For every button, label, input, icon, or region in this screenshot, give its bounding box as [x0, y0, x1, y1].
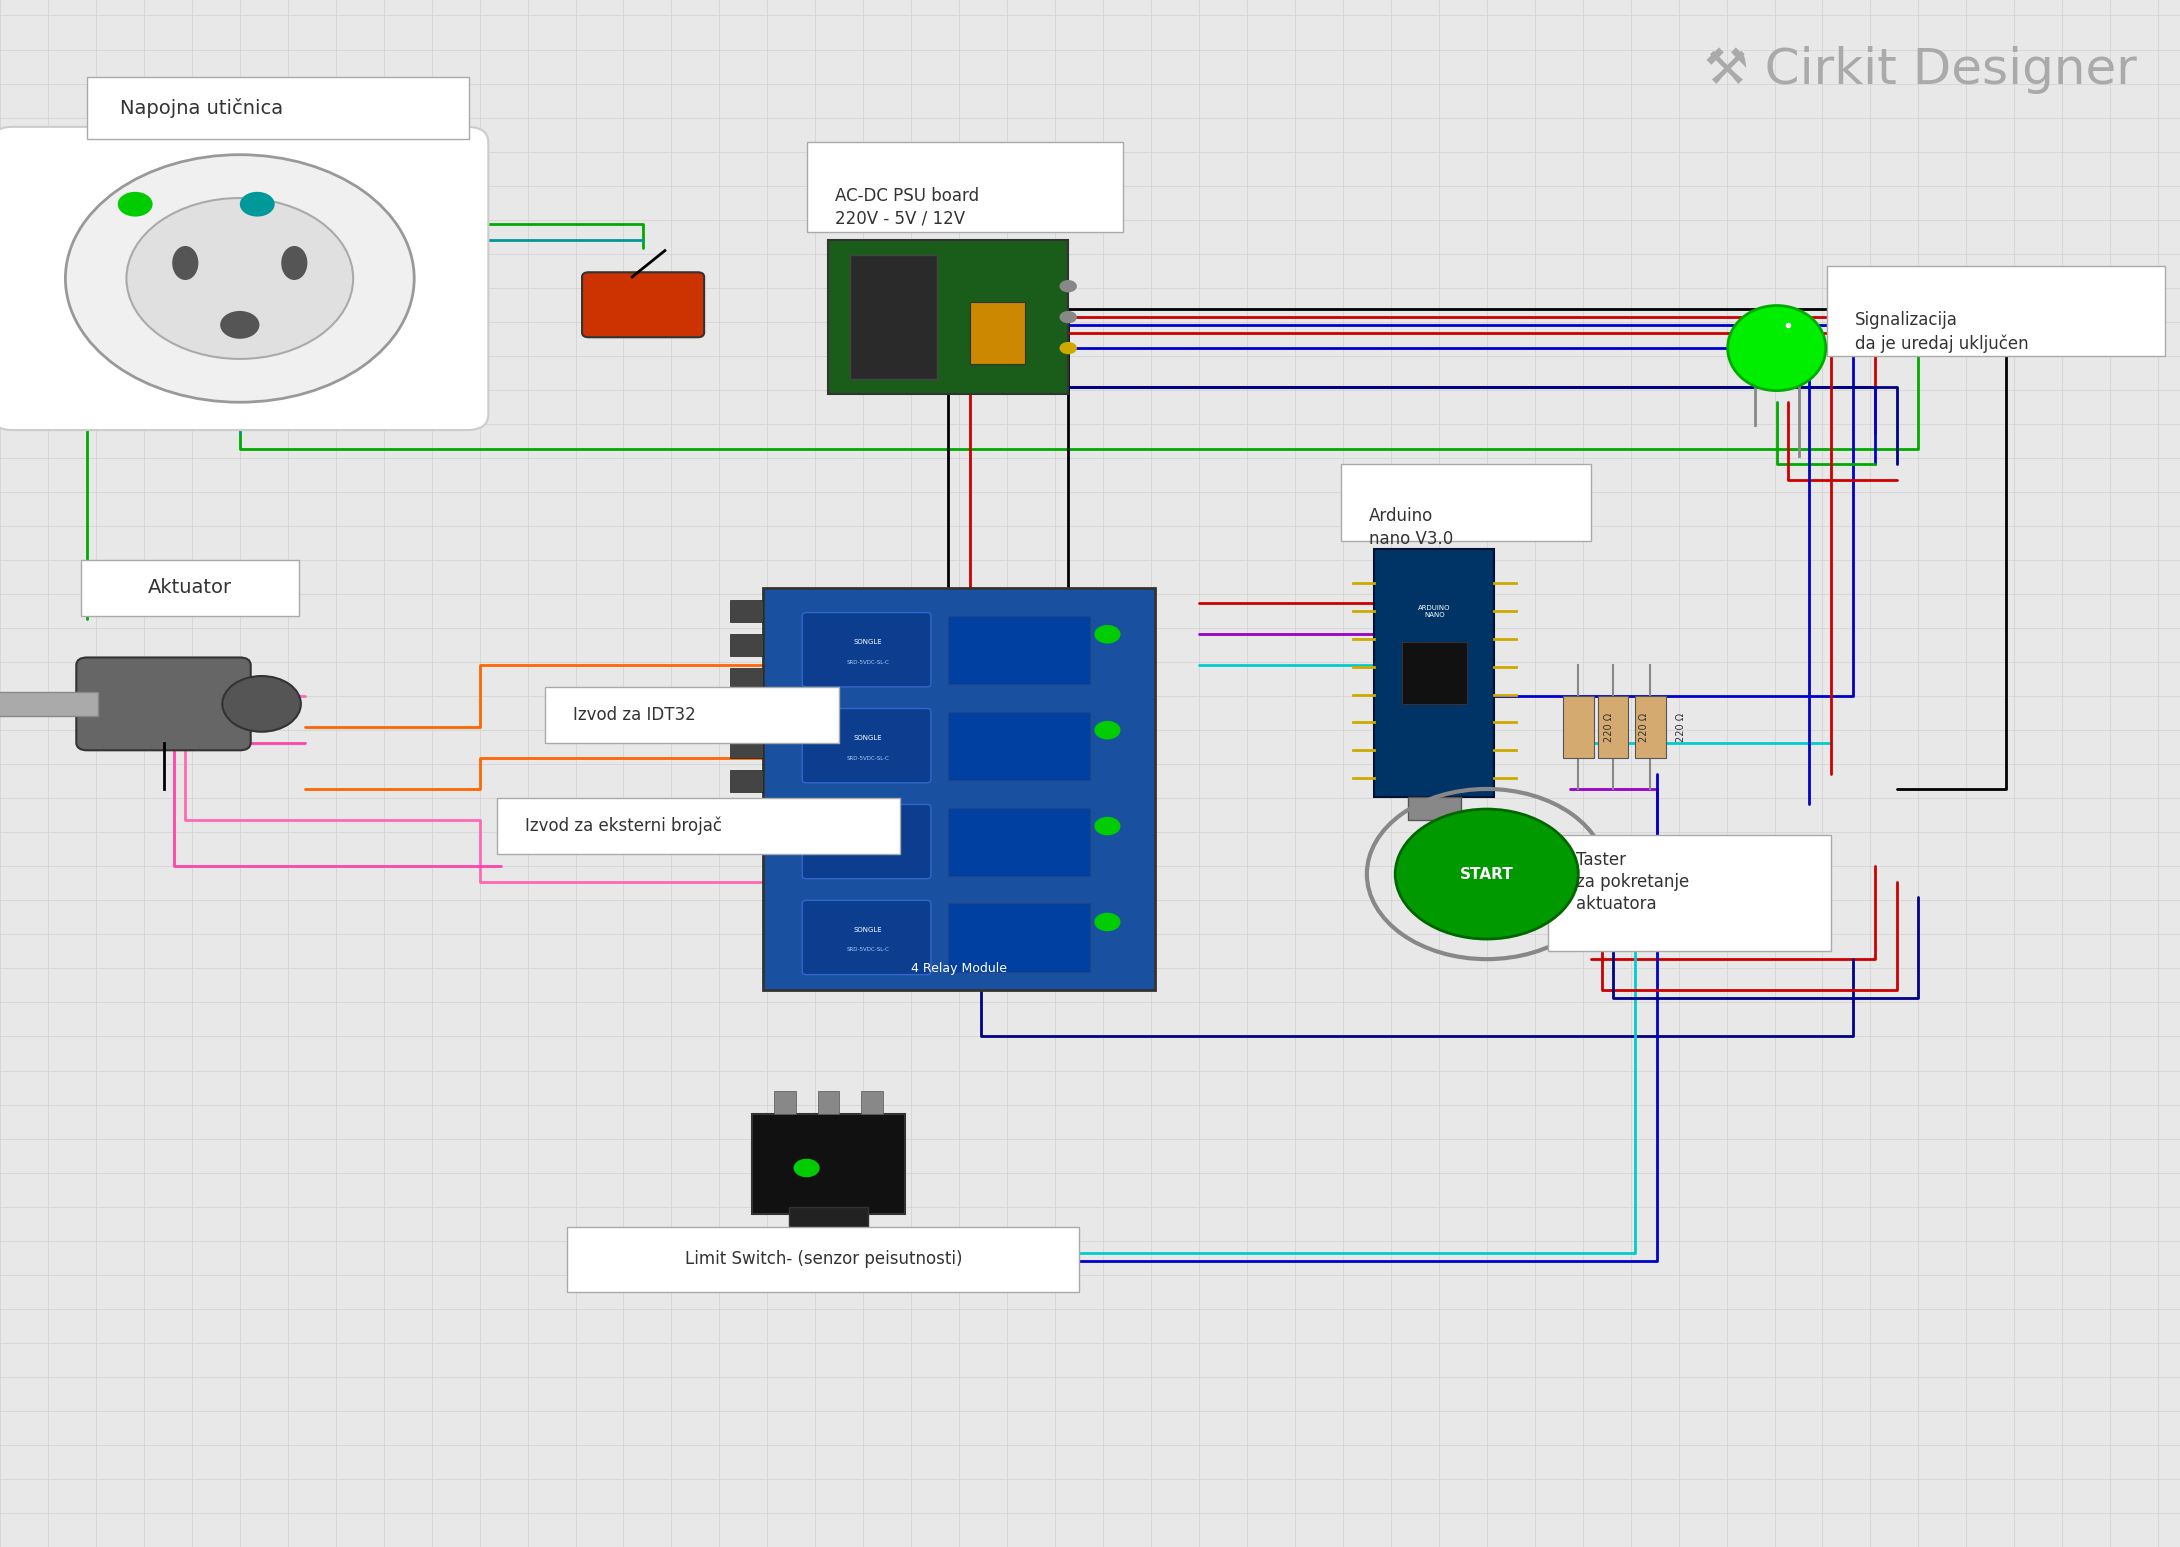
FancyBboxPatch shape — [1563, 696, 1594, 758]
FancyBboxPatch shape — [81, 560, 299, 616]
FancyBboxPatch shape — [802, 709, 931, 783]
FancyBboxPatch shape — [802, 804, 931, 879]
Circle shape — [220, 311, 259, 339]
FancyBboxPatch shape — [763, 588, 1155, 990]
Circle shape — [222, 676, 301, 732]
Circle shape — [65, 155, 414, 402]
Text: SRD-5VDC-SL-C: SRD-5VDC-SL-C — [846, 947, 889, 953]
FancyBboxPatch shape — [730, 736, 763, 758]
Text: SONGLE: SONGLE — [852, 831, 883, 837]
FancyBboxPatch shape — [582, 272, 704, 337]
Ellipse shape — [172, 246, 198, 280]
Circle shape — [1395, 809, 1578, 939]
FancyBboxPatch shape — [752, 1114, 905, 1214]
FancyBboxPatch shape — [1402, 642, 1467, 704]
Text: AC-DC PSU board
220V - 5V / 12V: AC-DC PSU board 220V - 5V / 12V — [835, 187, 979, 227]
Text: Napojna utičnica: Napojna utičnica — [120, 99, 283, 118]
FancyBboxPatch shape — [818, 1091, 839, 1114]
Circle shape — [1059, 311, 1077, 323]
FancyBboxPatch shape — [730, 634, 763, 656]
Text: Aktuator: Aktuator — [148, 579, 231, 597]
FancyBboxPatch shape — [970, 302, 1025, 364]
FancyBboxPatch shape — [861, 1091, 883, 1114]
Text: 220 Ω: 220 Ω — [1604, 713, 1613, 741]
FancyBboxPatch shape — [1548, 835, 1831, 951]
FancyBboxPatch shape — [567, 1227, 1079, 1292]
Text: Izvod za eksterni brojač: Izvod za eksterni brojač — [525, 817, 722, 835]
FancyBboxPatch shape — [807, 142, 1123, 232]
FancyBboxPatch shape — [730, 702, 763, 724]
FancyBboxPatch shape — [730, 668, 763, 690]
FancyBboxPatch shape — [1408, 797, 1461, 820]
FancyBboxPatch shape — [802, 900, 931, 975]
FancyBboxPatch shape — [948, 616, 1090, 684]
FancyBboxPatch shape — [789, 1207, 868, 1253]
FancyBboxPatch shape — [730, 600, 763, 622]
FancyBboxPatch shape — [1827, 266, 2165, 356]
FancyBboxPatch shape — [545, 687, 839, 743]
Circle shape — [126, 198, 353, 359]
Circle shape — [1059, 280, 1077, 292]
FancyBboxPatch shape — [802, 613, 931, 687]
FancyBboxPatch shape — [0, 692, 98, 716]
FancyBboxPatch shape — [948, 903, 1090, 972]
Text: 4 Relay Module: 4 Relay Module — [911, 962, 1007, 975]
Text: 220 Ω: 220 Ω — [1676, 713, 1685, 741]
FancyBboxPatch shape — [774, 1091, 796, 1114]
Circle shape — [1094, 721, 1121, 739]
Text: SRD-5VDC-SL-C: SRD-5VDC-SL-C — [846, 755, 889, 761]
Ellipse shape — [1727, 306, 1825, 391]
FancyBboxPatch shape — [87, 77, 469, 139]
Text: ⚒ Cirkit Designer: ⚒ Cirkit Designer — [1703, 46, 2136, 94]
Circle shape — [240, 192, 275, 217]
Circle shape — [1059, 342, 1077, 354]
FancyBboxPatch shape — [730, 770, 763, 792]
Ellipse shape — [281, 246, 307, 280]
Text: SONGLE: SONGLE — [852, 927, 883, 933]
Text: SONGLE: SONGLE — [852, 639, 883, 645]
Text: Limit Switch- (senzor peisutnosti): Limit Switch- (senzor peisutnosti) — [685, 1250, 964, 1269]
FancyBboxPatch shape — [1341, 464, 1591, 541]
FancyBboxPatch shape — [850, 255, 937, 379]
Text: ARDUINO
NANO: ARDUINO NANO — [1419, 605, 1450, 617]
Circle shape — [1094, 817, 1121, 835]
FancyBboxPatch shape — [76, 657, 251, 750]
Text: SONGLE: SONGLE — [852, 735, 883, 741]
Circle shape — [118, 192, 153, 217]
Text: Signalizacija
da je uredaj uključen: Signalizacija da je uredaj uključen — [1855, 311, 2030, 353]
Circle shape — [1094, 625, 1121, 644]
FancyBboxPatch shape — [948, 808, 1090, 876]
FancyBboxPatch shape — [1598, 696, 1628, 758]
FancyBboxPatch shape — [1635, 696, 1666, 758]
Circle shape — [1094, 913, 1121, 931]
Text: 220 Ω: 220 Ω — [1639, 713, 1648, 741]
Text: START: START — [1461, 866, 1513, 882]
Circle shape — [794, 1159, 820, 1177]
FancyBboxPatch shape — [0, 127, 488, 430]
Text: Izvod za IDT32: Izvod za IDT32 — [573, 705, 695, 724]
Text: Taster
za pokretanje
aktuatora: Taster za pokretanje aktuatora — [1576, 851, 1690, 913]
FancyBboxPatch shape — [1376, 549, 1495, 797]
Text: Arduino
nano V3.0: Arduino nano V3.0 — [1369, 507, 1454, 548]
Text: SRD-5VDC-SL-C: SRD-5VDC-SL-C — [846, 659, 889, 665]
FancyBboxPatch shape — [828, 240, 1068, 394]
FancyBboxPatch shape — [497, 798, 900, 854]
Text: SRD-5VDC-SL-C: SRD-5VDC-SL-C — [846, 851, 889, 857]
FancyBboxPatch shape — [948, 712, 1090, 780]
